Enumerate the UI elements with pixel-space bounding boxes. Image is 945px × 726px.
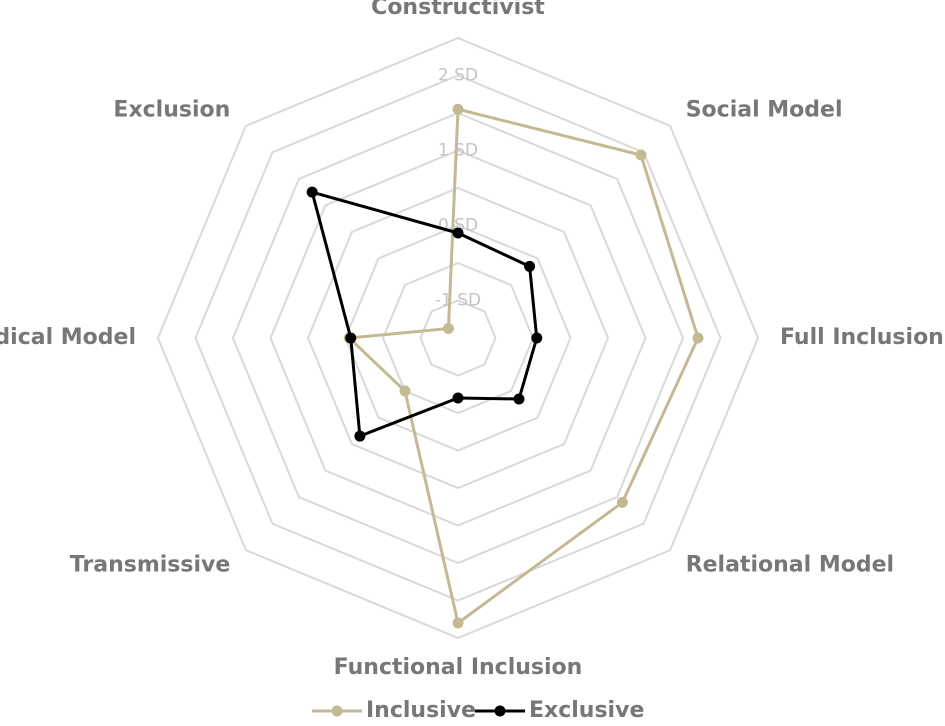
axis-label: Functional Inclusion bbox=[334, 655, 583, 680]
axis-label: Exclusion bbox=[113, 97, 230, 122]
data-point-exclusive bbox=[524, 260, 536, 272]
radar-grid bbox=[156, 36, 760, 640]
series-line-inclusive bbox=[347, 107, 700, 625]
data-point-inclusive bbox=[692, 332, 704, 344]
axis-labels: Constructivist Social Model Full Inclusion… bbox=[0, 0, 944, 680]
data-point-exclusive bbox=[345, 332, 357, 344]
legend: Inclusive Exclusive bbox=[312, 698, 644, 723]
grid-ring bbox=[269, 149, 647, 527]
axis-label: Medical Model bbox=[0, 325, 136, 350]
radial-tick-labels: -1 SD0 SD1 SD2 SD bbox=[435, 66, 481, 311]
grid-ring bbox=[194, 74, 722, 602]
data-point-exclusive bbox=[513, 393, 525, 405]
data-point-exclusive bbox=[452, 392, 464, 404]
data-point-exclusive bbox=[306, 186, 318, 198]
legend-marker-inclusive bbox=[331, 705, 343, 717]
grid-ring bbox=[231, 111, 685, 565]
axis-label: Social Model bbox=[686, 97, 843, 122]
data-point-inclusive bbox=[452, 617, 464, 629]
data-point-exclusive bbox=[354, 430, 366, 442]
legend-marker-exclusive bbox=[494, 705, 506, 717]
data-point-inclusive bbox=[442, 322, 454, 334]
axis-label: Constructivist bbox=[371, 0, 545, 20]
axis-label: Transmissive bbox=[70, 553, 231, 578]
grid-ring bbox=[156, 36, 760, 640]
data-point-exclusive bbox=[452, 227, 464, 239]
axis-label: Relational Model bbox=[686, 553, 894, 578]
tick-label: 2 SD bbox=[438, 66, 478, 86]
axis-label: Full Inclusion bbox=[780, 325, 944, 350]
data-point-inclusive bbox=[616, 496, 628, 508]
data-point-exclusive bbox=[531, 332, 543, 344]
data-point-inclusive bbox=[635, 149, 647, 161]
legend-label-exclusive: Exclusive bbox=[529, 698, 644, 723]
grid-ring bbox=[419, 299, 497, 377]
data-point-inclusive bbox=[452, 103, 464, 115]
tick-label: -1 SD bbox=[435, 291, 481, 311]
grid-ring bbox=[344, 224, 572, 452]
legend-label-inclusive: Inclusive bbox=[366, 698, 476, 723]
data-series bbox=[306, 103, 704, 629]
grid-ring bbox=[381, 261, 535, 415]
grid-ring bbox=[306, 186, 610, 490]
data-point-inclusive bbox=[399, 385, 411, 397]
tick-label: 1 SD bbox=[438, 141, 478, 161]
